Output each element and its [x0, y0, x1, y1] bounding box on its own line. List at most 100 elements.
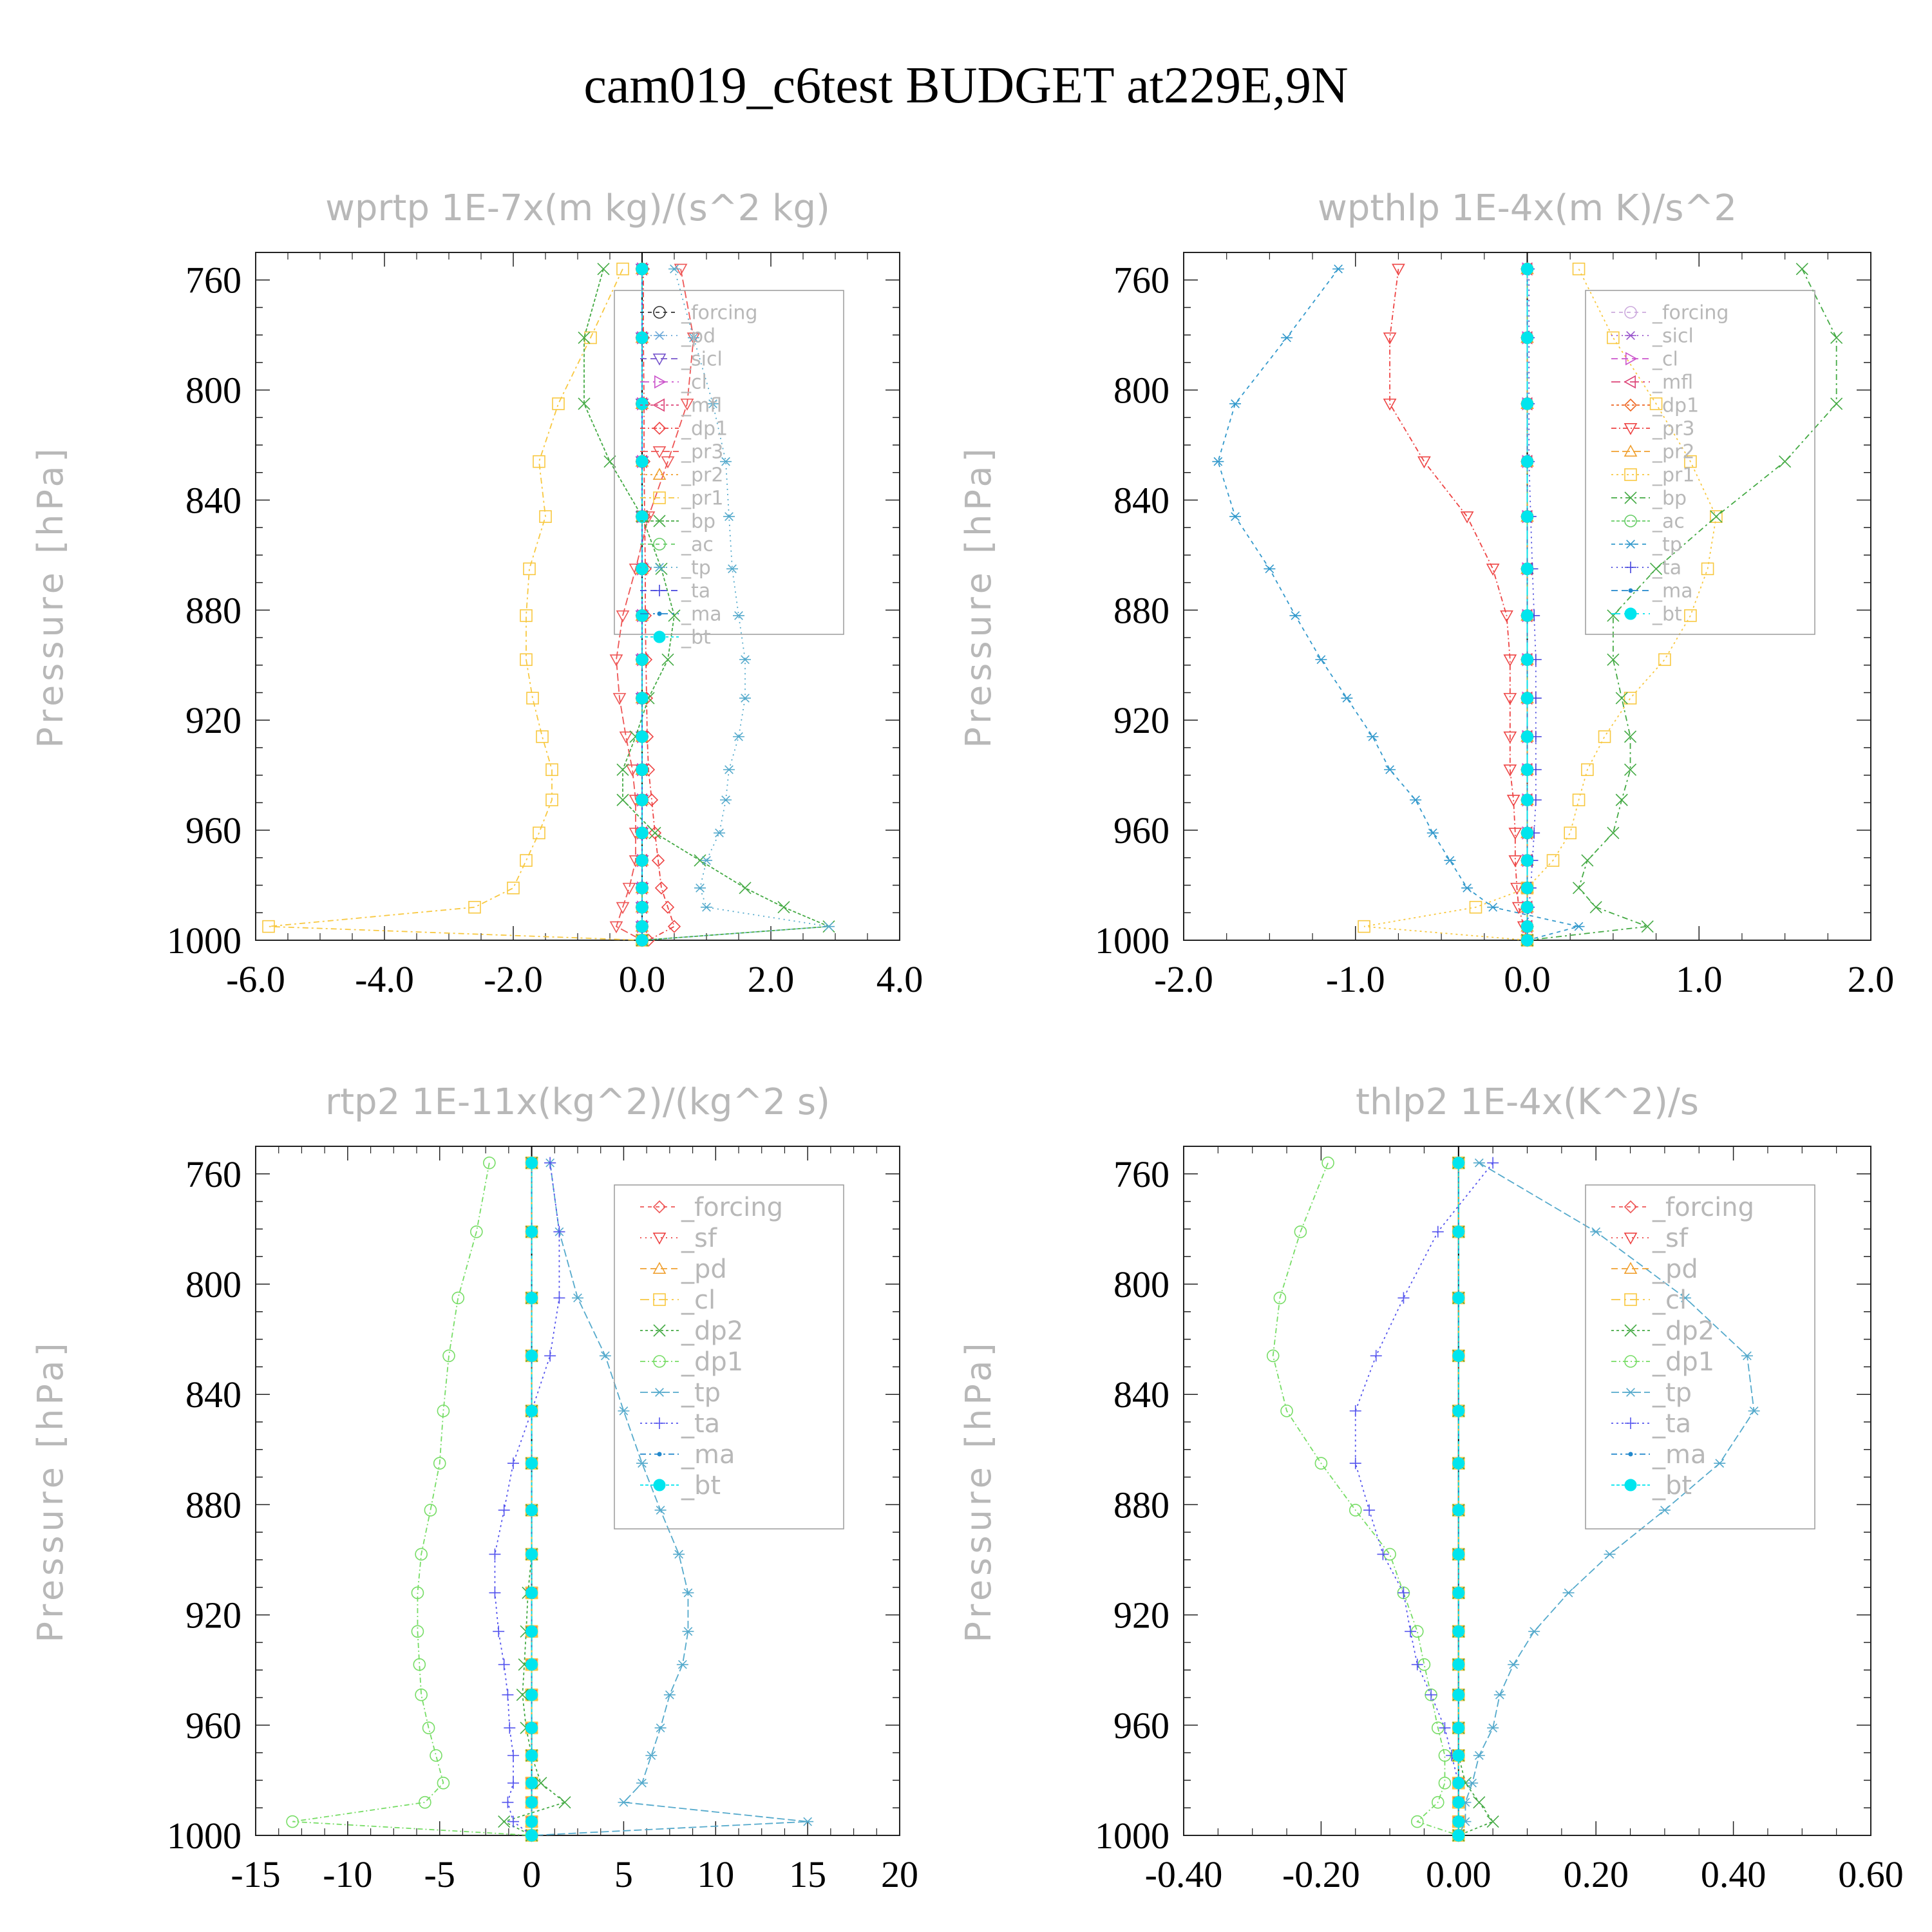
data-point	[526, 1625, 538, 1638]
legend-marker	[1624, 375, 1636, 389]
legend-marker	[652, 398, 665, 412]
panel-title: thlp2 1E-4x(K^2)/s	[1356, 1081, 1699, 1123]
legend-marker	[653, 1293, 666, 1306]
data-point	[1607, 331, 1620, 345]
legend-label: _forcing	[681, 302, 757, 325]
data-point	[1607, 609, 1620, 622]
y-tick-label: 880	[185, 589, 242, 631]
series-bt	[636, 263, 649, 947]
data-point	[507, 1457, 519, 1470]
data-point	[636, 763, 649, 776]
series-line	[268, 269, 643, 941]
data-point	[777, 901, 790, 914]
series-line	[1457, 1162, 1494, 1836]
data-point	[433, 1457, 446, 1470]
data-point	[1521, 882, 1533, 895]
legend-entry: _dp1	[1611, 395, 1699, 417]
legend-marker	[1625, 540, 1636, 549]
legend-label: _pr3	[1652, 418, 1694, 440]
data-point	[676, 1660, 688, 1669]
legend-marker	[1624, 607, 1637, 620]
series-dp1	[286, 1156, 538, 1842]
y-tick-label: 880	[185, 1484, 242, 1526]
panel-title: rtp2 1E-11x(kg^2)/(kg^2 s)	[325, 1081, 830, 1123]
legend-label: _bp	[681, 511, 715, 533]
data-point	[572, 1293, 583, 1303]
legend-marker	[657, 1452, 662, 1457]
series-ta	[1349, 1157, 1499, 1841]
data-point	[507, 882, 520, 895]
y-tick-label: 880	[1113, 1484, 1170, 1526]
data-point	[526, 1796, 538, 1809]
data-point	[636, 653, 649, 666]
x-tick-label: 0.20	[1563, 1853, 1629, 1895]
data-point	[526, 1658, 538, 1671]
legend-label: _bt	[1652, 603, 1682, 626]
legend-entry: _ac	[640, 534, 714, 556]
data-point	[526, 1405, 538, 1417]
data-point	[1349, 1457, 1361, 1470]
legend-marker	[653, 1324, 666, 1337]
page-title: cam019_c6test BUDGET at229E,9N	[583, 57, 1349, 114]
data-point	[609, 654, 623, 667]
legend-label: _bp	[1652, 488, 1687, 510]
data-point	[1370, 1350, 1382, 1362]
series-line	[641, 269, 829, 941]
data-point	[1321, 1156, 1334, 1170]
data-point	[1367, 732, 1379, 741]
data-point	[1521, 692, 1533, 705]
data-point	[1521, 826, 1533, 839]
data-point	[636, 826, 649, 839]
data-point	[526, 1226, 538, 1238]
data-point	[1363, 1504, 1376, 1516]
data-point	[1521, 653, 1533, 666]
data-point	[1649, 397, 1663, 410]
data-point	[1473, 1158, 1485, 1168]
x-tick-label: -0.20	[1282, 1853, 1360, 1895]
legend-entry: _dp2	[1611, 1316, 1714, 1346]
data-point	[616, 902, 630, 914]
data-point	[636, 263, 649, 276]
x-tick-label: -6.0	[226, 958, 285, 1000]
y-tick-label: 760	[1113, 260, 1170, 301]
y-tick-label: 760	[185, 260, 242, 301]
series-pr3	[1383, 263, 1534, 947]
data-point	[1452, 1829, 1465, 1842]
legend-label: _ta	[681, 580, 710, 603]
series-ta	[489, 1157, 565, 1841]
series-pr1	[262, 262, 649, 947]
data-point	[1392, 263, 1405, 276]
legend-entry: _forcing	[1611, 1193, 1754, 1222]
series-bt	[1452, 1157, 1465, 1842]
data-point	[1590, 1227, 1602, 1236]
data-point	[1469, 900, 1482, 914]
data-point	[1528, 1627, 1540, 1636]
x-tick-label: -4.0	[355, 958, 414, 1000]
data-point	[1506, 795, 1520, 807]
data-point	[1503, 764, 1517, 777]
series-line	[1217, 269, 1579, 941]
data-point	[1572, 882, 1586, 895]
legend-entry: _cl	[1611, 348, 1678, 371]
data-point	[498, 1658, 510, 1671]
data-point	[1452, 1658, 1465, 1671]
data-point	[1521, 920, 1533, 933]
data-point	[1658, 653, 1671, 667]
data-point	[1229, 399, 1242, 408]
series-line	[292, 1162, 532, 1836]
data-point	[520, 854, 533, 867]
data-point	[720, 457, 732, 466]
series-bt	[526, 1157, 538, 1842]
chart-panel-1: wprtp 1E-7x(m kg)/(s^2 kg) Pressure [hPa]…	[30, 187, 923, 1000]
legend-label: _forcing	[1652, 302, 1728, 325]
data-point	[1607, 826, 1620, 839]
data-point	[1624, 763, 1637, 776]
data-point	[1521, 263, 1533, 276]
legend-marker	[1625, 1388, 1636, 1397]
data-point	[493, 1625, 505, 1638]
legend-entry: _pr1	[1611, 464, 1694, 487]
data-point	[682, 1588, 694, 1598]
data-point	[413, 1658, 426, 1671]
data-point	[1486, 1815, 1499, 1828]
series-dp1	[1266, 1156, 1465, 1842]
